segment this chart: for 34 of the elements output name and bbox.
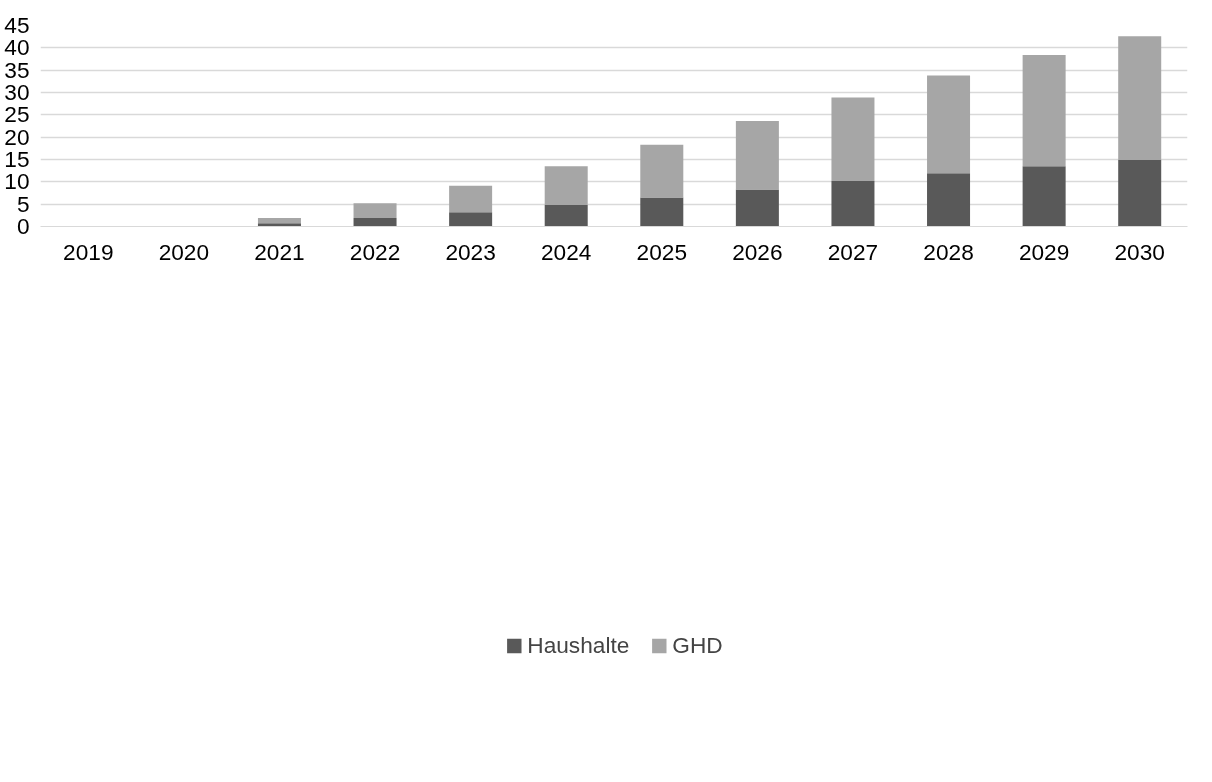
bar (257, 218, 301, 224)
x-tick-label: 2024 (541, 238, 592, 265)
bar (257, 223, 301, 227)
bar (353, 203, 397, 219)
x-tick-label: 2021 (254, 238, 305, 265)
x-tick-label: 2022 (349, 238, 401, 265)
bar (735, 121, 779, 190)
bar (927, 75, 971, 174)
x-tick-label: 2030 (1114, 238, 1165, 265)
legend-label: Haushalte (527, 631, 630, 659)
bar (544, 205, 588, 227)
bar (927, 173, 971, 227)
bar (735, 189, 779, 227)
legend-label: GHD (672, 631, 723, 659)
bar (640, 144, 684, 198)
x-tick-label: 2029 (1018, 238, 1070, 265)
bar (1118, 159, 1162, 227)
x-tick-label: 2020 (158, 238, 210, 265)
x-tick-label: 2028 (923, 238, 974, 265)
bar (1118, 36, 1162, 160)
bar (640, 197, 684, 227)
bar (353, 218, 397, 227)
bar (544, 166, 588, 206)
bar (831, 97, 875, 181)
x-tick-label: 2026 (732, 238, 783, 265)
bar (1022, 54, 1066, 167)
bar (831, 180, 875, 227)
bar (1022, 166, 1066, 227)
x-tick-label: 2023 (445, 238, 496, 265)
x-tick-label: 2025 (636, 238, 687, 265)
x-tick-label: 2027 (827, 238, 879, 265)
bar (449, 212, 493, 227)
x-tick-label: 2019 (63, 238, 114, 265)
bar (449, 185, 493, 213)
